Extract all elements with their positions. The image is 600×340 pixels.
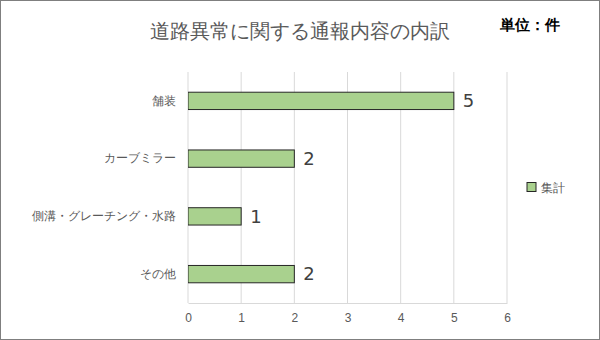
x-tick-label: 0 [185, 311, 192, 325]
x-tick-label: 6 [504, 311, 511, 325]
plot-area: 0 1 2 3 4 5 6 舗装カーブミラー側溝・グレーチング・水路その他 5 2 1 2 [32, 72, 511, 325]
x-tick-label: 1 [238, 311, 245, 325]
grid [188, 72, 507, 303]
chart-svg: 道路異常に関する通報内容の内訳 単位：件 0 1 2 3 4 5 6 舗装カーブミラー側溝・グレー… [0, 0, 600, 340]
x-axis: 0 1 2 3 4 5 6 [185, 303, 511, 325]
x-tick: 2 [291, 303, 298, 325]
y-axis: 舗装カーブミラー側溝・グレーチング・水路その他 [32, 73, 189, 304]
y-tick: カーブミラー [104, 151, 188, 165]
x-tick-label: 5 [451, 311, 458, 325]
x-tick: 1 [238, 303, 245, 325]
y-tick-label: 側溝・グレーチング・水路 [32, 209, 176, 223]
x-tick: 3 [345, 303, 352, 325]
y-tick: その他 [140, 267, 188, 281]
chart-frame [1, 1, 600, 340]
x-tick: 4 [398, 303, 405, 325]
chart-subtitle: 単位：件 [499, 16, 560, 34]
x-tick: 6 [504, 303, 511, 325]
bar [188, 150, 294, 167]
bar [188, 92, 454, 109]
bar [188, 265, 294, 282]
x-tick-label: 3 [345, 311, 352, 325]
x-tick: 0 [185, 303, 192, 325]
data-label: 2 [303, 148, 314, 169]
x-axis-line [189, 303, 508, 304]
y-tick: 側溝・グレーチング・水路 [32, 209, 188, 223]
bars [188, 92, 454, 283]
data-label: 5 [463, 90, 474, 111]
data-labels: 5 2 1 2 [250, 90, 474, 284]
legend: 集計 [527, 181, 565, 195]
y-tick-label: カーブミラー [104, 151, 176, 165]
y-tick: 舗装 [152, 94, 188, 108]
x-tick-label: 2 [291, 311, 298, 325]
legend-label: 集計 [541, 181, 565, 195]
data-label: 2 [303, 263, 314, 284]
y-tick-label: 舗装 [152, 94, 176, 108]
x-tick-label: 4 [398, 311, 405, 325]
chart-container: 道路異常に関する通報内容の内訳 単位：件 0 1 2 3 4 5 6 舗装カーブミラー側溝・グレー… [0, 0, 600, 340]
chart-title: 道路異常に関する通報内容の内訳 [150, 19, 450, 43]
bar [188, 208, 241, 225]
grid-line [507, 72, 508, 303]
y-tick-label: その他 [140, 267, 176, 281]
x-tick: 5 [451, 303, 458, 325]
data-label: 1 [250, 206, 261, 227]
legend-swatch [527, 183, 536, 192]
